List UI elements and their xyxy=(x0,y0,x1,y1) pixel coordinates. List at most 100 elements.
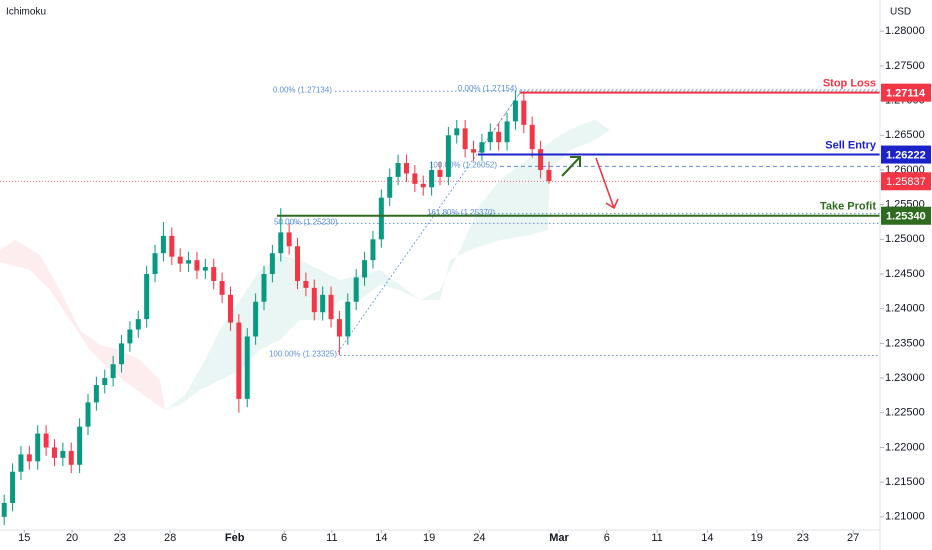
candle-body xyxy=(194,260,200,271)
indicator-title: Ichimoku xyxy=(6,7,46,18)
y-tick-label: 1.24500 xyxy=(885,268,925,280)
candle-body xyxy=(521,100,527,125)
candle-body xyxy=(437,169,443,177)
candle-body xyxy=(286,232,292,247)
candle-body xyxy=(529,124,535,150)
candle-body xyxy=(353,277,359,302)
candle-body xyxy=(102,378,108,386)
x-tick-label: Feb xyxy=(225,532,245,544)
candle-body xyxy=(127,329,133,344)
y-tick-label: 1.25000 xyxy=(885,233,925,245)
candle-body xyxy=(378,197,384,240)
candle-body xyxy=(387,176,393,198)
candle-body xyxy=(227,294,233,323)
x-tick-label: 20 xyxy=(66,532,78,544)
candle-body xyxy=(244,336,250,399)
arrow-down xyxy=(595,157,619,210)
fib-label: 0.00% (1.27134) xyxy=(273,85,332,94)
candle-body xyxy=(202,267,208,271)
candle-body xyxy=(144,274,150,320)
level-label: 1.27114 xyxy=(886,88,926,100)
candle-body xyxy=(85,402,91,427)
y-tick-label: 1.27500 xyxy=(885,60,925,72)
level-name: Take Profit xyxy=(820,201,876,213)
candle-body xyxy=(345,301,351,337)
candle-body xyxy=(1,502,7,517)
candle-body xyxy=(261,274,267,302)
x-tick-label: 23 xyxy=(114,532,126,544)
candle-body xyxy=(311,287,317,313)
candle-body xyxy=(60,450,66,458)
candle-body xyxy=(504,121,510,143)
candle-body xyxy=(546,169,552,182)
candle-body xyxy=(68,450,74,465)
y-tick-label: 1.23000 xyxy=(885,372,925,384)
x-tick-label: 27 xyxy=(847,532,859,544)
y-tick-label: 1.22500 xyxy=(885,407,925,419)
candle-body xyxy=(219,280,225,295)
x-tick-label: 19 xyxy=(751,532,763,544)
marks: 0.00% (1.27134) 0.00% (1.27154) 100.00% (1… xyxy=(0,84,880,526)
candle-body xyxy=(395,163,401,177)
x-tick-label: 14 xyxy=(375,532,387,544)
fib-label: 100.00% (1.23325) xyxy=(269,350,337,359)
candle-body xyxy=(538,149,544,170)
level-label: 1.25340 xyxy=(886,211,926,223)
y-tick-label: 1.24000 xyxy=(885,303,925,315)
last-price-label: 1.25837 xyxy=(886,176,926,188)
x-tick-label: 24 xyxy=(473,532,485,544)
level-label: 1.26222 xyxy=(886,149,926,161)
y-tick-label: 1.28000 xyxy=(885,25,925,37)
candle-body xyxy=(177,256,183,264)
x-tick-label: 6 xyxy=(604,532,610,544)
y-tick-label: 1.26500 xyxy=(885,129,925,141)
candle-body xyxy=(169,235,175,257)
ichimoku-cloud-bear xyxy=(0,240,165,410)
candle-body xyxy=(471,149,477,153)
candle-body xyxy=(336,319,342,337)
last-price-box xyxy=(881,172,931,191)
x-tick-label: Mar xyxy=(549,532,569,544)
fib-label: 0.00% (1.27154) xyxy=(458,84,517,93)
candle-body xyxy=(93,385,99,403)
candle-body xyxy=(26,454,32,462)
candle-body xyxy=(420,183,426,188)
currency-label: USD xyxy=(890,7,911,18)
level-box xyxy=(881,206,931,225)
candle-body xyxy=(110,364,116,379)
candle-body xyxy=(10,471,16,503)
y-tick-label: 1.21500 xyxy=(885,476,925,488)
candle-body xyxy=(454,128,460,136)
candle-body xyxy=(370,239,376,261)
candle-body xyxy=(269,253,275,275)
fib-label: 161.80% (1.25370) xyxy=(427,208,495,217)
candle-body xyxy=(295,246,301,281)
x-tick-label: 28 xyxy=(164,532,176,544)
candle-body xyxy=(211,267,217,281)
candle-body xyxy=(479,142,485,153)
candle-body xyxy=(445,135,451,177)
candle-body xyxy=(328,294,334,320)
x-tick-label: 11 xyxy=(651,532,662,544)
candle-body xyxy=(35,433,41,462)
level-box xyxy=(881,83,931,102)
x-tick-label: 6 xyxy=(281,532,287,544)
y-tick-label: 1.21000 xyxy=(885,511,925,523)
candle-body xyxy=(512,100,518,122)
candle-body xyxy=(160,235,166,254)
candle-body xyxy=(253,301,259,337)
candle-body xyxy=(18,454,24,472)
candle-body xyxy=(278,232,284,254)
fib-label: 100.00% (1.26052) xyxy=(429,160,497,169)
candle-body xyxy=(51,447,57,458)
candle-body xyxy=(403,163,409,174)
ichimoku-cloud-bull xyxy=(165,120,610,410)
candle-body xyxy=(77,426,83,465)
x-tick-label: 23 xyxy=(797,532,809,544)
fib-diagonal xyxy=(337,89,523,353)
y-tick-label: 1.23500 xyxy=(885,337,925,349)
candle-body xyxy=(43,433,49,448)
